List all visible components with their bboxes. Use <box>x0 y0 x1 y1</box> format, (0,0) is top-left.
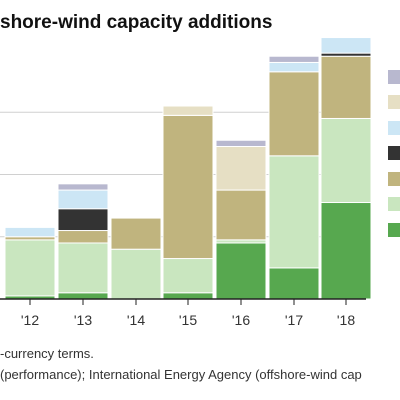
bar-segment <box>320 55 372 119</box>
bar-segment <box>162 114 214 260</box>
footnote-sources: (performance); International Energy Agen… <box>0 367 362 382</box>
bar-segment <box>162 258 214 294</box>
footnote-currency: -currency terms. <box>0 346 94 361</box>
legend-swatch <box>388 172 400 186</box>
chart-title: shore-wind capacity additions <box>0 12 273 33</box>
bar-segment <box>110 217 162 250</box>
bar-segment <box>57 292 109 300</box>
bar-segment <box>4 239 56 297</box>
bar-segment <box>215 145 267 191</box>
legend-swatch <box>388 95 400 109</box>
legend-swatch <box>388 223 400 237</box>
x-tick-label: '15 <box>178 312 198 328</box>
bar-segment <box>215 139 267 147</box>
bar-segment <box>110 248 162 300</box>
x-tick-label: '16 <box>231 312 251 328</box>
bar-segment <box>57 183 109 191</box>
bar-segment <box>268 155 320 269</box>
legend-swatch <box>388 121 400 135</box>
bar-segment <box>268 71 320 157</box>
x-tick-label: '13 <box>73 312 93 328</box>
legend-swatch <box>388 146 400 160</box>
x-tick-label: '17 <box>284 312 304 328</box>
x-tick-label: '18 <box>336 312 356 328</box>
bar-segment <box>320 202 372 300</box>
bar-segment <box>215 242 267 300</box>
legend-swatch <box>388 197 400 211</box>
bar-segment <box>57 230 109 244</box>
bar-segment <box>320 117 372 204</box>
bar-segment <box>57 242 109 294</box>
bar-segment <box>4 226 56 238</box>
x-tick-label: '14 <box>126 312 146 328</box>
bar-segment <box>162 292 214 300</box>
bar-segment <box>268 267 320 300</box>
bar-segment <box>162 105 214 116</box>
bar-segment <box>268 55 320 63</box>
bar-segment <box>57 189 109 210</box>
bar-segment <box>320 37 372 54</box>
legend-swatch <box>388 70 400 84</box>
bar-segment <box>268 61 320 73</box>
bar-segment <box>215 189 267 241</box>
x-tick-label: '12 <box>20 312 40 328</box>
bar-segment <box>57 208 109 232</box>
